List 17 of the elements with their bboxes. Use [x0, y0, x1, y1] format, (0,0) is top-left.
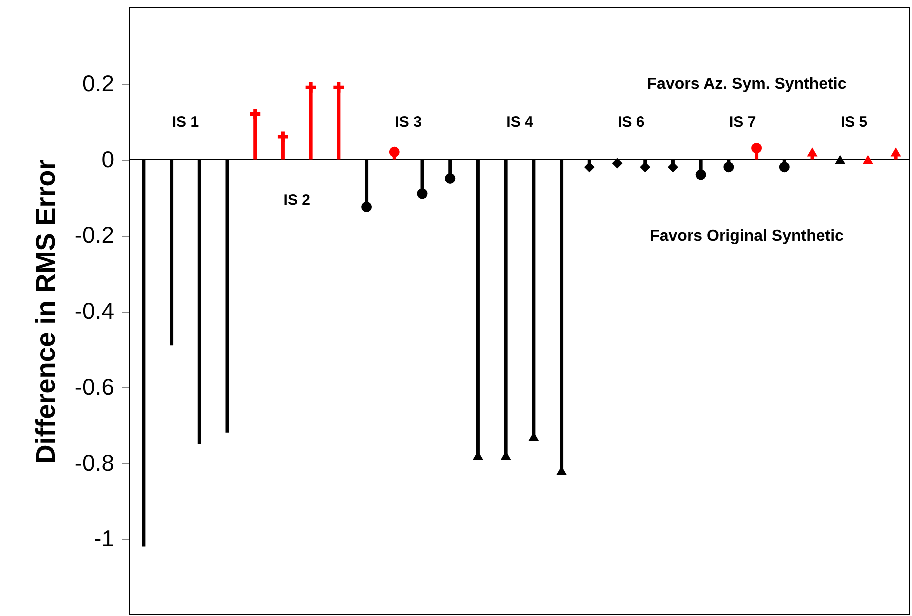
y-tick-label: -0.8: [74, 450, 114, 476]
y-tick-label: 0.2: [82, 70, 114, 96]
y-tick-label: -0.2: [74, 222, 114, 248]
annotation: IS 4: [506, 114, 534, 131]
annotation: IS 7: [730, 114, 756, 131]
annotation: Favors Az. Sym. Synthetic: [647, 76, 847, 93]
annotation: IS 5: [840, 114, 868, 131]
annotation: IS 6: [618, 114, 645, 131]
y-tick-label: -0.6: [74, 374, 114, 400]
y-tick-label: -0.4: [74, 298, 115, 324]
y-tick-label: 0: [102, 146, 114, 172]
y-axis-title: Difference in RMS Error: [30, 159, 61, 464]
annotation: IS 3: [395, 114, 422, 131]
annotation: IS 2: [284, 192, 310, 209]
annotation: Favors Original Synthetic: [650, 228, 844, 245]
annotation: IS 1: [172, 114, 200, 131]
y-tick-label: -1: [94, 526, 114, 552]
